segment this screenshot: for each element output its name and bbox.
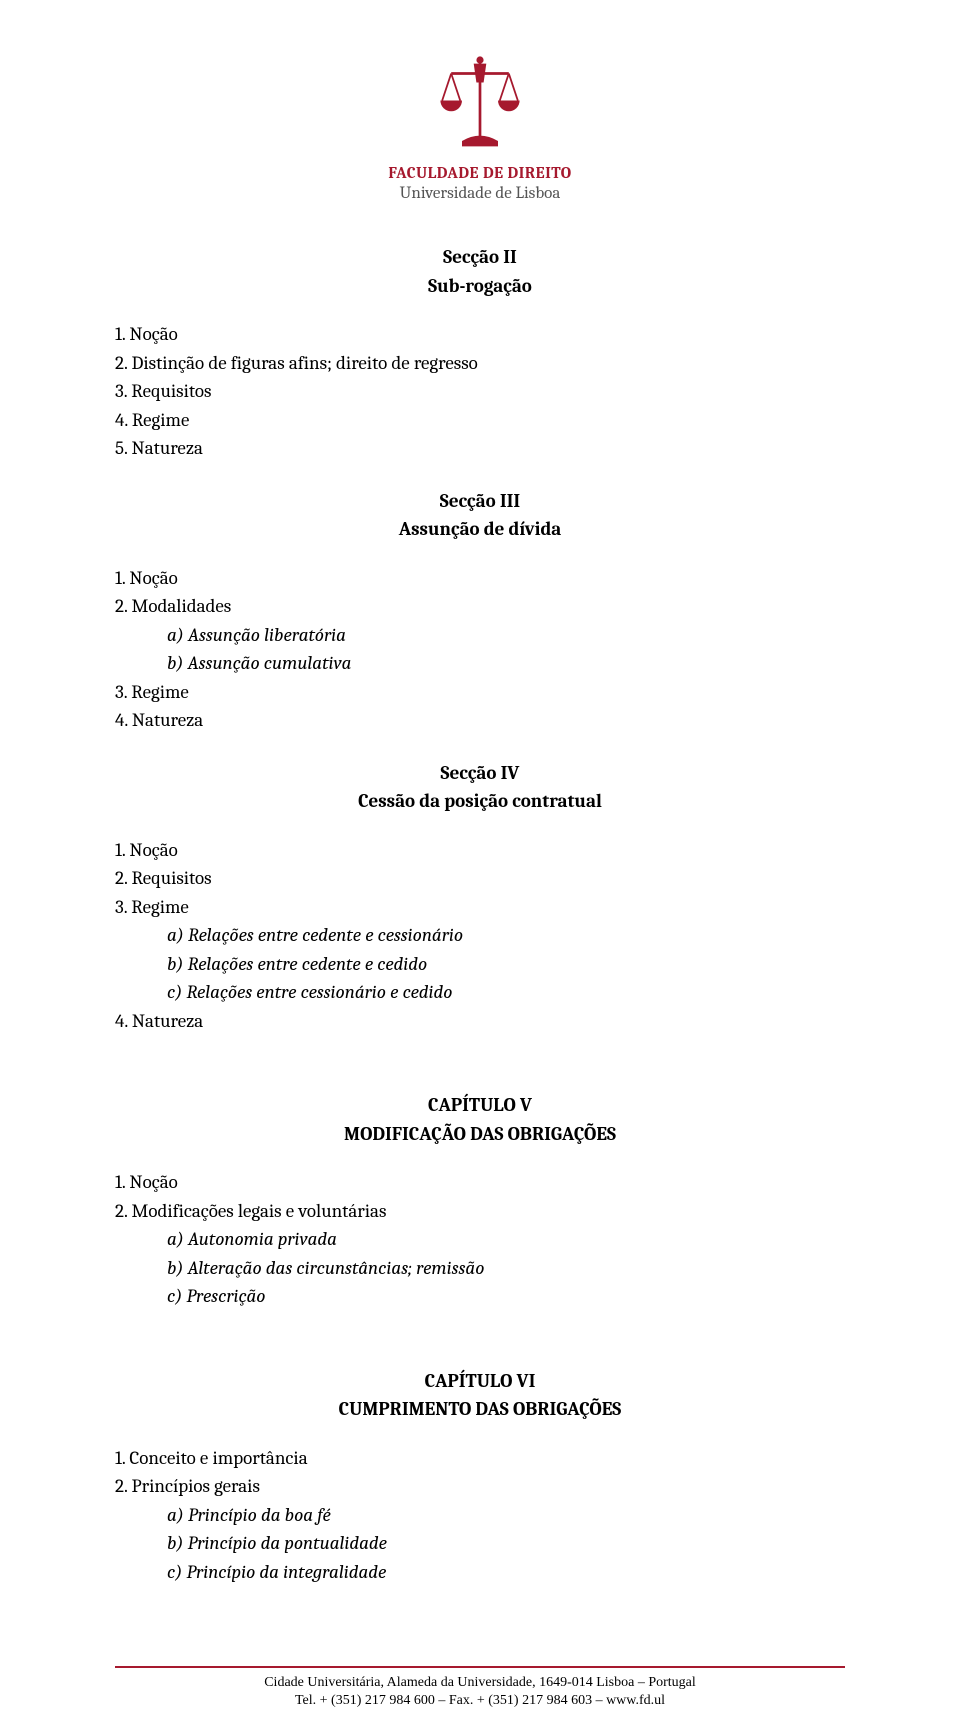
- section-title: Sub-rogação: [115, 272, 845, 301]
- section-3-list: 1. Noção 2. Modalidades a) Assunção libe…: [115, 564, 845, 735]
- list-sub-item: c) Relações entre cessionário e cedido: [115, 978, 845, 1007]
- faculty-name: FACULDADE DE DIREITO: [115, 164, 845, 182]
- chapter-5-list: 1. Noção 2. Modificações legais e volunt…: [115, 1168, 845, 1311]
- list-item: 3. Regime: [115, 678, 845, 707]
- chapter-label: CAPÍTULO VI: [115, 1367, 845, 1396]
- list-sub-item: a) Princípio da boa fé: [115, 1501, 845, 1530]
- list-item: 3. Regime: [115, 893, 845, 922]
- section-label: Secção III: [115, 487, 845, 516]
- list-item: 2. Modalidades: [115, 592, 845, 621]
- footer-address: Cidade Universitária, Alameda da Univers…: [115, 1674, 845, 1692]
- header-logo-block: FACULDADE DE DIREITO Universidade de Lis…: [115, 50, 845, 203]
- section-2-heading: Secção II Sub-rogação: [115, 243, 845, 300]
- list-item: 4. Natureza: [115, 706, 845, 735]
- document-content: Secção II Sub-rogação 1. Noção 2. Distin…: [115, 243, 845, 1710]
- chapter-6-list: 1. Conceito e importância 2. Princípios …: [115, 1444, 845, 1587]
- document-page: FACULDADE DE DIREITO Universidade de Lis…: [0, 0, 960, 1730]
- section-4-list: 1. Noção 2. Requisitos 3. Regime a) Rela…: [115, 836, 845, 1036]
- list-sub-item: b) Princípio da pontualidade: [115, 1529, 845, 1558]
- section-label: Secção IV: [115, 759, 845, 788]
- chapter-5-heading: CAPÍTULO V MODIFICAÇÃO DAS OBRIGAÇÕES: [115, 1091, 845, 1148]
- list-item: 5. Natureza: [115, 434, 845, 463]
- list-item: 2. Distinção de figuras afins; direito d…: [115, 349, 845, 378]
- list-sub-item: c) Princípio da integralidade: [115, 1558, 845, 1587]
- section-title: Cessão da posição contratual: [115, 787, 845, 816]
- list-item: 4. Regime: [115, 406, 845, 435]
- chapter-label: CAPÍTULO V: [115, 1091, 845, 1120]
- list-sub-item: b) Alteração das circunstâncias; remissã…: [115, 1254, 845, 1283]
- section-2-list: 1. Noção 2. Distinção de figuras afins; …: [115, 320, 845, 463]
- list-sub-item: b) Relações entre cedente e cedido: [115, 950, 845, 979]
- university-name: Universidade de Lisboa: [115, 184, 845, 203]
- list-item: 2. Modificações legais e voluntárias: [115, 1197, 845, 1226]
- section-4-heading: Secção IV Cessão da posição contratual: [115, 759, 845, 816]
- chapter-title: MODIFICAÇÃO DAS OBRIGAÇÕES: [115, 1120, 845, 1149]
- list-sub-item: b) Assunção cumulativa: [115, 649, 845, 678]
- section-3-heading: Secção III Assunção de dívida: [115, 487, 845, 544]
- list-sub-item: c) Prescrição: [115, 1282, 845, 1311]
- chapter-title: CUMPRIMENTO DAS OBRIGAÇÕES: [115, 1395, 845, 1424]
- list-item: 2. Princípios gerais: [115, 1472, 845, 1501]
- page-footer: Cidade Universitária, Alameda da Univers…: [115, 1666, 845, 1710]
- chapter-6-heading: CAPÍTULO VI CUMPRIMENTO DAS OBRIGAÇÕES: [115, 1367, 845, 1424]
- list-sub-item: a) Assunção liberatória: [115, 621, 845, 650]
- section-title: Assunção de dívida: [115, 515, 845, 544]
- list-sub-item: a) Relações entre cedente e cessionário: [115, 921, 845, 950]
- footer-contact: Tel. + (351) 217 984 600 – Fax. + (351) …: [115, 1692, 845, 1710]
- list-item: 3. Requisitos: [115, 377, 845, 406]
- list-sub-item: a) Autonomia privada: [115, 1225, 845, 1254]
- list-item: 1. Noção: [115, 1168, 845, 1197]
- list-item: 4. Natureza: [115, 1007, 845, 1036]
- list-item: 1. Conceito e importância: [115, 1444, 845, 1473]
- list-item: 1. Noção: [115, 320, 845, 349]
- section-label: Secção II: [115, 243, 845, 272]
- scales-of-justice-icon: [435, 50, 525, 160]
- list-item: 1. Noção: [115, 564, 845, 593]
- list-item: 1. Noção: [115, 836, 845, 865]
- list-item: 2. Requisitos: [115, 864, 845, 893]
